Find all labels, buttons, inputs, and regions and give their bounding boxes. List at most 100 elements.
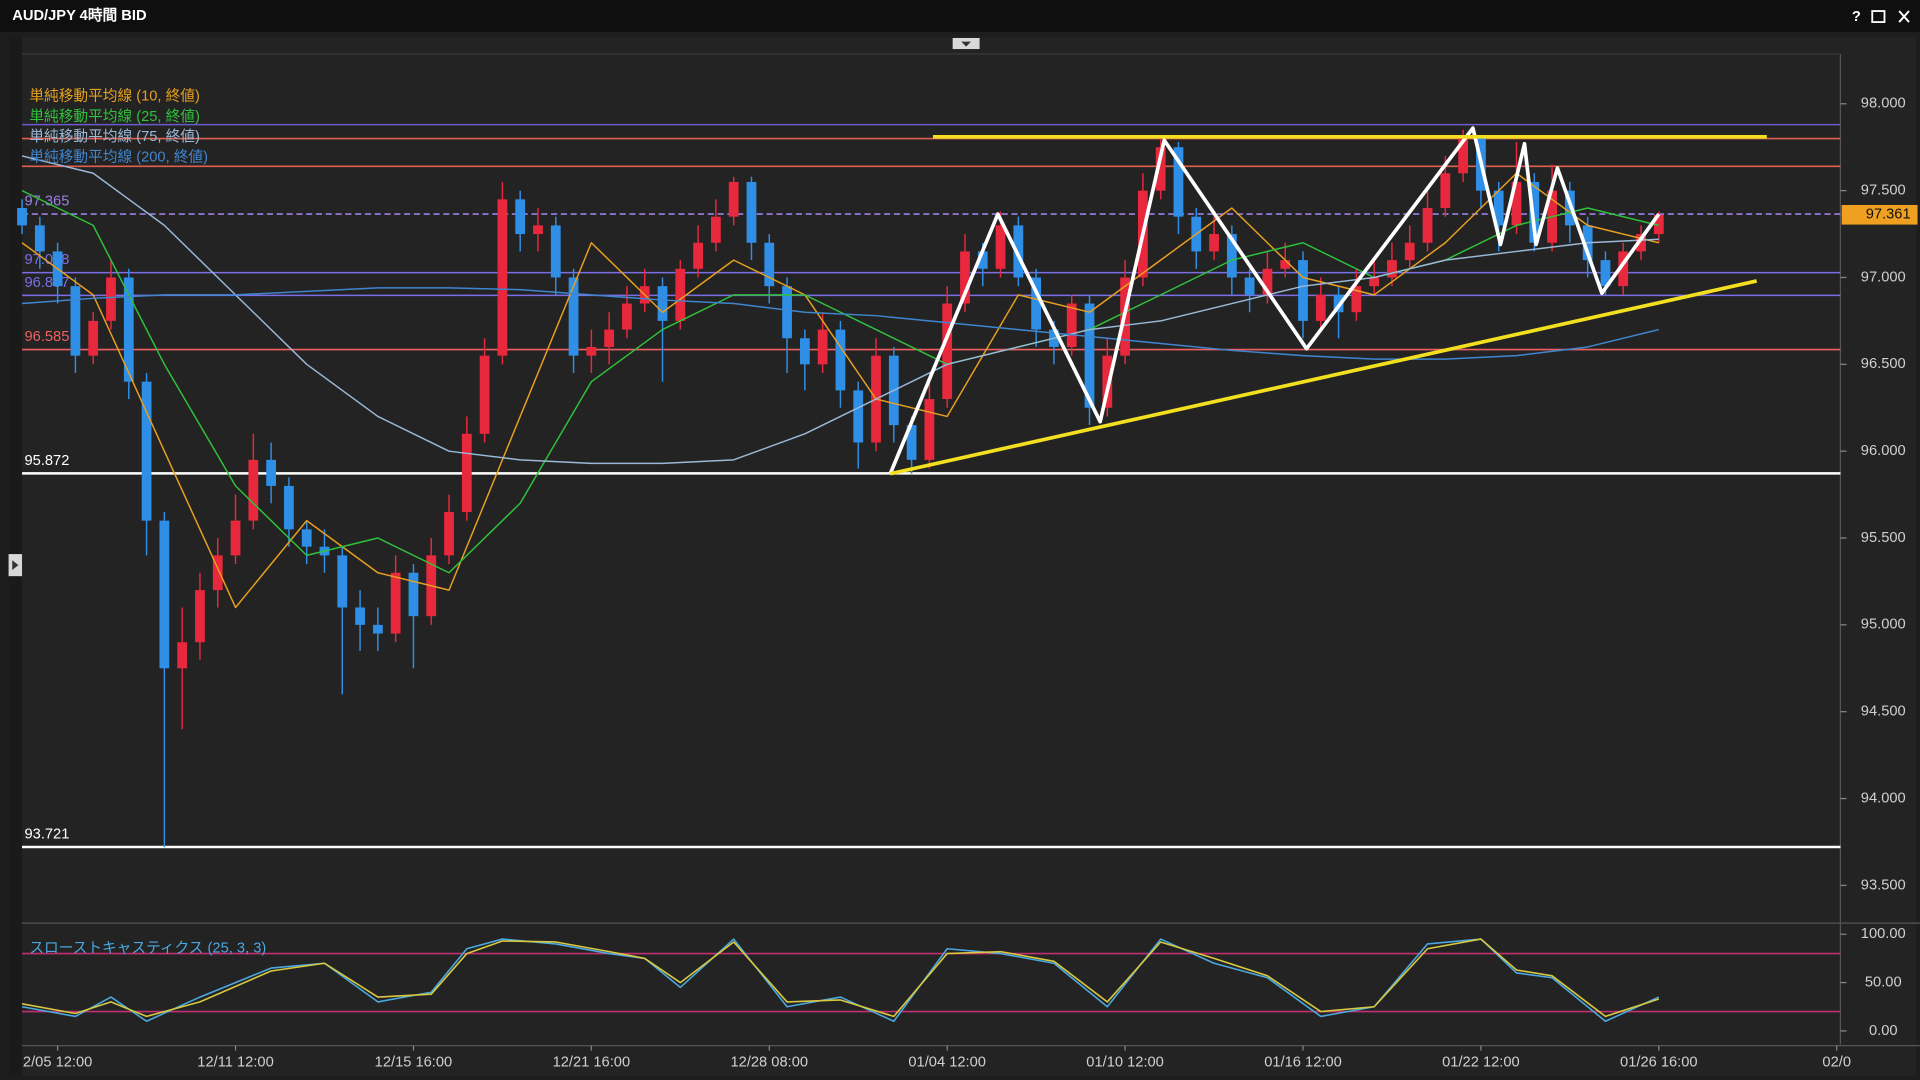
candle-body [1066,303,1077,347]
candle-body [853,390,864,443]
candle-body [1155,147,1166,191]
candle-body [1529,181,1540,243]
candle-body [355,607,365,625]
level-label: 93.721 [24,827,69,843]
level-label: 95.872 [24,453,69,469]
y-tick-label: 95.000 [1861,617,1906,633]
x-tick-label: 2/05 12:00 [23,1055,92,1071]
candle-body [372,624,383,634]
candle-body [230,520,241,556]
candle-body [1031,277,1042,330]
x-tick-label: 12/28 08:00 [730,1055,808,1071]
y-tick-label: 95.500 [1861,530,1906,546]
candle-body [1102,355,1113,408]
candle-body [550,225,561,278]
candle-body [657,286,668,321]
candle-body [1636,234,1646,252]
candle-body [1653,214,1664,235]
y-tick-label: 96.500 [1861,356,1906,372]
candle-body [123,277,134,382]
candle-body [817,329,828,365]
candle-body [728,181,739,217]
x-tick-label: 12/15 16:00 [375,1055,453,1071]
candle-body [782,286,792,339]
candle-body [835,329,846,391]
moving-average [21,287,1659,360]
x-tick-label: 01/16 12:00 [1264,1055,1342,1071]
y-tick-label: 100.00 [1861,926,1906,942]
y-tick-label: 0.00 [1869,1023,1898,1039]
candle-body [461,433,472,512]
level-label: 97.365 [24,194,69,210]
y-tick-label: 94.000 [1861,790,1906,806]
candle-body [533,225,543,235]
legend-entry: 単純移動平均線 (10, 終値) [29,88,199,105]
legend-entry: 単純移動平均線 (25, 終値) [29,108,199,125]
y-tick-label: 50.00 [1865,974,1902,990]
y-tick-label: 96.000 [1861,443,1906,459]
moving-average [21,155,1659,465]
candle-body [995,225,1006,269]
chart-area [9,36,1917,1077]
candle-body [1315,294,1326,321]
candle-body [906,425,917,460]
candle-body [266,459,277,486]
candle-body [1404,242,1415,261]
title-bar [0,0,1920,32]
legend-entry: 単純移動平均線 (75, 終値) [29,128,199,145]
candle-body [942,303,953,400]
candle-body [568,277,579,356]
candle-body [1440,173,1451,209]
candle-body [746,181,757,243]
close-button[interactable] [1898,10,1910,23]
candle-body [799,338,810,365]
level-label: 96.897 [24,275,69,291]
maximize-button[interactable] [1871,10,1886,23]
x-tick-label: 01/10 12:00 [1086,1055,1164,1071]
candle-body [177,642,188,669]
candle-body [34,225,45,252]
y-tick-label: 98.000 [1861,96,1906,112]
moving-average [21,172,1659,609]
oscillator-line [21,938,1660,1018]
x-tick-label: 02/0 [1822,1055,1851,1071]
candle-body [408,572,419,617]
panel-title: スローストキャスティクス (25, 3, 3) [29,940,266,957]
candle-body [693,242,703,269]
help-button[interactable]: ? [1852,9,1861,25]
side-toggle-arrow [12,560,19,571]
candle-body [301,529,312,547]
y-tick-label: 94.500 [1861,704,1906,720]
candle-body [1244,277,1255,295]
candle-body [1280,260,1291,269]
candle-body [764,242,775,287]
candle-body [1209,234,1219,252]
candle-body [444,511,454,556]
x-tick-label: 01/26 16:00 [1620,1055,1698,1071]
candle-body [195,590,205,643]
candle-body [497,199,508,356]
candle-body [1013,225,1024,278]
candle-body [1618,251,1629,287]
candle-body [515,199,526,235]
candle-body [1458,138,1469,174]
drawing-line [889,279,1758,476]
candle-body [141,381,152,521]
candle-body [70,286,81,356]
candle-body [106,277,116,321]
candle-body [924,399,935,460]
candle-body [17,208,27,226]
candle-body [1084,303,1095,408]
candle-body [604,329,615,347]
candle-body [1226,234,1237,278]
candle-body [337,555,348,608]
drawing-line [888,126,1661,475]
candle-body [977,251,988,269]
candle-body [622,303,632,330]
candle-body [88,320,99,356]
candle-body [1262,268,1273,295]
candle-body [1351,286,1362,313]
x-tick-label: 01/22 12:00 [1442,1055,1520,1071]
